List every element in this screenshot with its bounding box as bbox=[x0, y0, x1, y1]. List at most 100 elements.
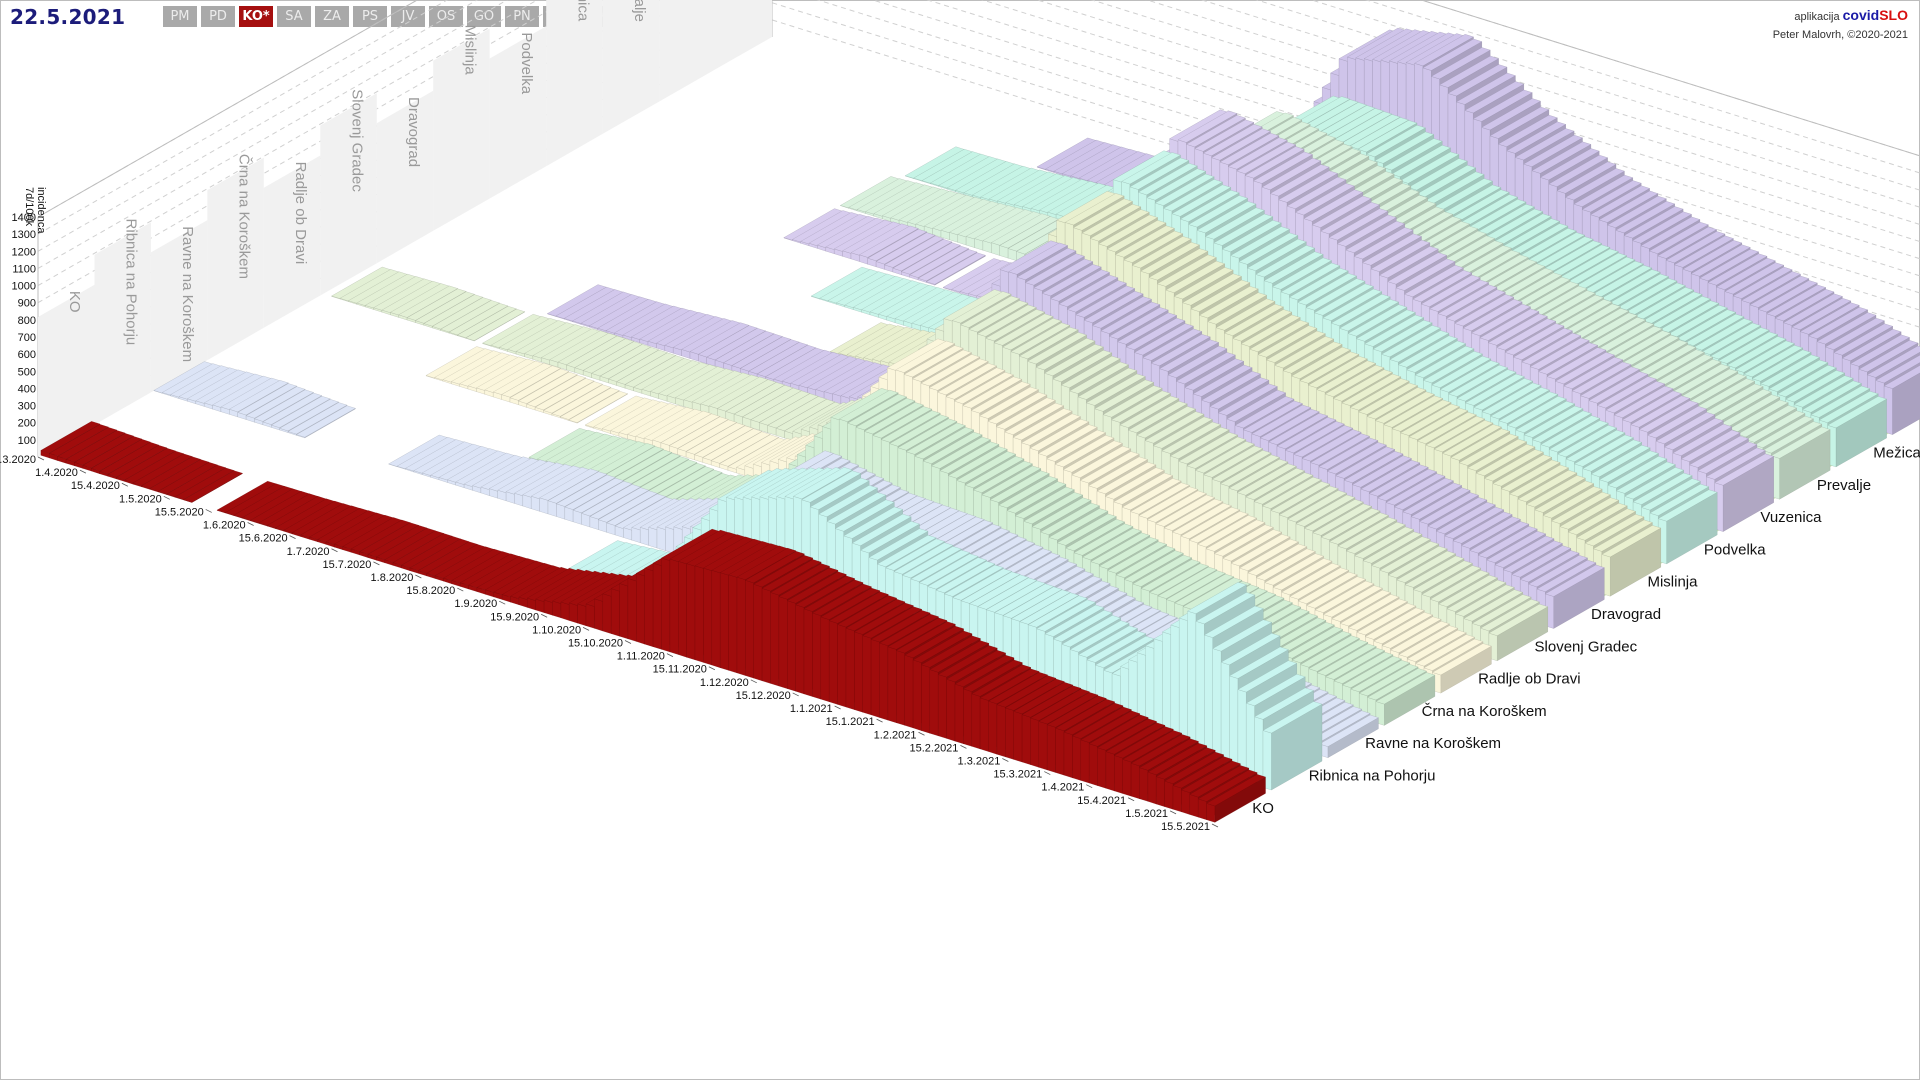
bar-top bbox=[1352, 455, 1412, 488]
bar-top bbox=[1069, 620, 1130, 653]
bar-top bbox=[1439, 55, 1499, 88]
bar-top bbox=[1113, 726, 1174, 759]
wall-panel bbox=[659, 0, 716, 102]
bar-top bbox=[1326, 442, 1387, 475]
region-button-ko[interactable]: KO* bbox=[239, 6, 273, 27]
date-tick bbox=[121, 482, 129, 487]
bar bbox=[1063, 731, 1073, 779]
bar-top bbox=[1314, 580, 1375, 613]
bar-top bbox=[1699, 249, 1759, 281]
bar-top bbox=[1833, 323, 1894, 356]
bar-top bbox=[1648, 221, 1709, 254]
bar-top bbox=[1382, 138, 1443, 171]
bar-top bbox=[946, 650, 1006, 683]
bar-top bbox=[1206, 774, 1266, 807]
bar-top bbox=[1181, 760, 1241, 793]
bar-top bbox=[1407, 158, 1468, 191]
region-button-pn[interactable]: PN bbox=[505, 6, 539, 27]
bar bbox=[1147, 771, 1157, 805]
bar bbox=[745, 580, 754, 679]
bar-top bbox=[1766, 284, 1827, 317]
bar-top bbox=[1799, 302, 1860, 335]
bar-top bbox=[1149, 563, 1209, 596]
date-tick bbox=[1002, 758, 1009, 762]
bar-top bbox=[1716, 257, 1776, 290]
bar bbox=[1021, 714, 1031, 765]
bar-top bbox=[1197, 769, 1258, 802]
bar-top bbox=[166, 464, 227, 497]
date-tick bbox=[205, 509, 212, 513]
bar-top bbox=[837, 595, 897, 628]
region-button-pm[interactable]: PM bbox=[163, 6, 197, 27]
bar-top bbox=[860, 521, 920, 554]
date-tick-label: 1.9.2020 bbox=[454, 598, 497, 610]
bar-top bbox=[1626, 282, 1686, 315]
bar-top bbox=[1410, 487, 1471, 520]
bar-top bbox=[1283, 626, 1344, 659]
bar-top bbox=[723, 333, 783, 366]
bar-top bbox=[1299, 351, 1360, 384]
bar-top bbox=[1808, 307, 1868, 339]
bar-top bbox=[1230, 534, 1291, 567]
bar-top bbox=[1709, 327, 1770, 360]
wall-label: Vuzenica bbox=[574, 0, 591, 22]
bar-top bbox=[1358, 382, 1418, 415]
date-tick-label: 15.6.2020 bbox=[239, 533, 288, 545]
bar bbox=[648, 526, 658, 549]
bar-top bbox=[725, 382, 786, 415]
bar-top bbox=[1364, 607, 1425, 640]
wall-label: Podvelka bbox=[518, 32, 535, 94]
bar-top bbox=[973, 460, 1033, 493]
wall-panel bbox=[433, 28, 490, 231]
bar-top bbox=[287, 402, 348, 435]
region-button-sa[interactable]: SA bbox=[277, 6, 311, 27]
bar-top bbox=[1503, 540, 1563, 573]
bar-top bbox=[963, 659, 1023, 692]
bar-top bbox=[1544, 564, 1605, 597]
bar-top bbox=[1523, 405, 1584, 438]
bar-top bbox=[1291, 631, 1352, 663]
region-button-os[interactable]: OS bbox=[429, 6, 463, 27]
bar-top bbox=[1528, 555, 1588, 588]
bar-top bbox=[1607, 456, 1668, 489]
bar-top bbox=[1331, 589, 1392, 622]
region-button-jv[interactable]: JV bbox=[391, 6, 425, 27]
date-tick-label: 15.3.2020 bbox=[0, 454, 36, 466]
bar-top bbox=[1089, 209, 1150, 242]
bar-top bbox=[1783, 293, 1843, 326]
bar-top bbox=[1154, 173, 1215, 206]
bar-top bbox=[767, 396, 828, 429]
bar-top bbox=[1205, 207, 1265, 240]
bar-top bbox=[1494, 535, 1555, 568]
bar-top bbox=[818, 485, 878, 517]
bar-top bbox=[926, 252, 986, 285]
bar-top bbox=[1676, 309, 1737, 342]
bar-top bbox=[843, 506, 904, 539]
region-button-za[interactable]: ZA bbox=[315, 6, 349, 27]
bar-top bbox=[1422, 38, 1483, 71]
bar-top bbox=[884, 235, 944, 268]
region-button-go[interactable]: GO bbox=[467, 6, 501, 27]
bar-top bbox=[1053, 610, 1113, 642]
bar bbox=[1156, 776, 1165, 807]
bar-top bbox=[786, 571, 847, 604]
region-button-pd[interactable]: PD bbox=[201, 6, 235, 27]
bar-top bbox=[1278, 170, 1338, 203]
bar-top bbox=[1319, 714, 1379, 747]
bar-top bbox=[245, 386, 306, 419]
bar-top bbox=[1320, 508, 1381, 540]
bar-top bbox=[895, 340, 956, 373]
bar-top bbox=[1514, 128, 1575, 161]
bar-top bbox=[65, 430, 126, 463]
bar-top bbox=[616, 352, 677, 385]
bar-top bbox=[1442, 424, 1502, 457]
bar-top bbox=[1036, 599, 1096, 632]
bar-top bbox=[157, 462, 218, 495]
bar bbox=[870, 639, 880, 718]
bar-top bbox=[1320, 202, 1380, 235]
bar bbox=[1172, 785, 1182, 813]
bar-top bbox=[1325, 647, 1385, 680]
bar-top bbox=[731, 336, 792, 369]
bar-top bbox=[1609, 273, 1669, 306]
bar-top bbox=[1134, 323, 1194, 356]
